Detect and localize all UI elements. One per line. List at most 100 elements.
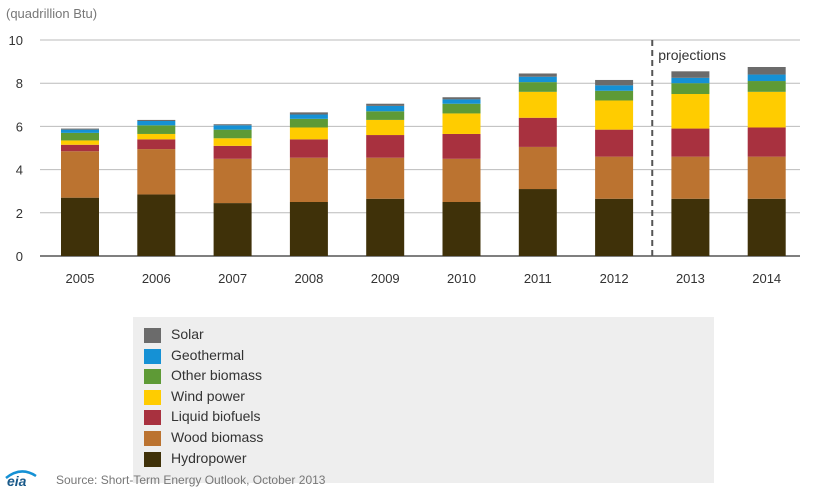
bar-segment <box>213 124 252 126</box>
bar-segment <box>137 119 176 121</box>
bar-segment <box>61 140 99 145</box>
bar-segment <box>366 111 405 120</box>
legend-swatch <box>144 328 161 343</box>
legend-swatch <box>144 389 161 405</box>
legend-swatch <box>144 451 161 467</box>
bar-segment <box>518 91 557 118</box>
legend-swatch <box>144 410 161 426</box>
bar-segment <box>442 99 481 104</box>
source-note: Source: Short-Term Energy Outlook, Octob… <box>56 473 326 487</box>
bar-segment <box>595 100 634 130</box>
legend-label: Liquid biofuels <box>171 408 261 425</box>
y-tick-label: 0 <box>16 249 23 264</box>
legend-label: Wood biomass <box>171 429 264 445</box>
legend-swatch <box>144 431 161 446</box>
x-tick-label: 2014 <box>752 271 781 286</box>
projection-label: projections <box>658 47 726 63</box>
bar-segment <box>671 83 710 94</box>
svg-text:eia: eia <box>7 473 27 487</box>
bar-segment <box>366 198 405 256</box>
bar-segment <box>442 113 481 134</box>
bar-segment <box>747 67 786 75</box>
bar-segment <box>595 85 634 91</box>
bar-segment <box>671 71 710 78</box>
x-tick-label: 2009 <box>371 271 400 286</box>
bar-segment <box>61 144 99 152</box>
bar-segment <box>289 139 328 158</box>
x-tick-label: 2008 <box>294 271 323 286</box>
bar-segment <box>671 77 710 84</box>
bar-segment <box>595 156 634 199</box>
bar-segment <box>61 132 99 141</box>
bar-segment <box>518 117 557 147</box>
chart-plot: 0 2 4 6 8 10 2005 2006 2007 2008 2009 2010 2011 2012 2… <box>9 33 800 286</box>
bar-segment <box>747 198 786 256</box>
bar-segment <box>442 97 481 100</box>
y-tick-label: 10 <box>9 33 23 48</box>
legend-swatch <box>144 369 161 385</box>
bar-segment <box>518 146 557 190</box>
eia-logo-mark: eia <box>5 470 37 487</box>
legend-swatch <box>144 348 161 364</box>
legend-label: Solar <box>171 326 204 342</box>
bar-segment <box>137 125 176 134</box>
bar-segment <box>747 81 786 92</box>
bar-segment <box>213 203 252 256</box>
bar-segment <box>289 202 328 256</box>
bar-segment <box>747 156 786 199</box>
y-tick-label: 6 <box>16 119 23 134</box>
bar-segment <box>137 133 176 140</box>
x-tick-label: 2013 <box>676 271 705 286</box>
bar-segment <box>61 151 99 198</box>
bar-segment <box>366 135 405 158</box>
bar-segment <box>671 128 710 157</box>
bar-segment <box>366 103 405 106</box>
bar-segment <box>518 189 557 256</box>
bar-segment <box>213 129 252 139</box>
bar-segment <box>61 128 99 130</box>
x-tick-label: 2012 <box>600 271 629 286</box>
bar-segment <box>137 149 176 195</box>
bar-segment <box>442 103 481 114</box>
bar-segment <box>289 118 328 128</box>
y-axis-unit-label: (quadrillion Btu) <box>6 6 98 21</box>
bar-segment <box>595 90 634 101</box>
bar-segment <box>595 129 634 157</box>
bar-segment <box>595 79 634 86</box>
bar-segment <box>213 158 252 204</box>
bar-segment <box>137 194 176 256</box>
bar-segment <box>289 157 328 202</box>
bar-segment <box>671 156 710 199</box>
legend-label: Other biomass <box>171 367 263 384</box>
bar-segment <box>213 145 252 159</box>
bar-segment <box>213 125 252 130</box>
bar-segment <box>61 197 99 256</box>
bar-segment <box>137 121 176 126</box>
y-tick-label: 2 <box>16 206 23 221</box>
bar-segment <box>442 158 481 202</box>
x-tick-label: 2010 <box>447 271 476 286</box>
x-tick-label: 2005 <box>66 271 95 286</box>
bar-segment <box>747 127 786 157</box>
eia-logo: eia <box>2 464 40 487</box>
bar-segment <box>366 105 405 112</box>
x-tick-label: 2007 <box>218 271 247 286</box>
bar-segment <box>518 73 557 77</box>
bar-segment <box>366 119 405 136</box>
bar-segment <box>61 129 99 133</box>
bar-segment <box>213 138 252 146</box>
bar-segment <box>289 112 328 115</box>
y-tick-label: 4 <box>16 163 23 178</box>
legend-label: Wind power <box>171 387 245 404</box>
legend-label: Hydropower <box>171 449 247 466</box>
bar-segment <box>671 94 710 129</box>
bar-segment <box>747 91 786 128</box>
x-tick-label: 2006 <box>142 271 171 286</box>
bar-segment <box>366 157 405 199</box>
bar-segment <box>289 114 328 119</box>
bar-segment <box>518 76 557 83</box>
x-tick-label: 2011 <box>524 271 552 286</box>
legend: Solar Geothermal Other biomass Wind power Li… <box>133 317 714 483</box>
legend-label: Geothermal <box>171 346 245 363</box>
